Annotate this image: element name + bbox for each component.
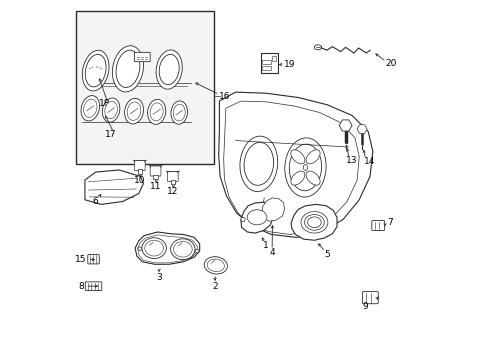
Ellipse shape	[102, 98, 120, 122]
Ellipse shape	[207, 259, 224, 272]
Ellipse shape	[240, 136, 277, 192]
Text: 1: 1	[263, 242, 268, 251]
Ellipse shape	[307, 217, 321, 228]
Ellipse shape	[138, 247, 142, 251]
Ellipse shape	[142, 238, 166, 258]
Text: 13: 13	[346, 156, 357, 165]
Bar	[260, 53, 277, 73]
Text: 8: 8	[78, 282, 83, 291]
Ellipse shape	[304, 215, 324, 230]
Ellipse shape	[289, 144, 321, 191]
FancyBboxPatch shape	[134, 52, 150, 62]
Text: 15: 15	[75, 255, 86, 264]
Ellipse shape	[124, 98, 143, 124]
Ellipse shape	[159, 54, 179, 85]
Polygon shape	[218, 92, 372, 237]
FancyBboxPatch shape	[85, 282, 102, 291]
Ellipse shape	[150, 103, 163, 121]
Bar	[153, 175, 158, 179]
Bar	[271, 56, 275, 60]
Ellipse shape	[305, 150, 320, 164]
FancyBboxPatch shape	[150, 166, 161, 176]
Text: 17: 17	[105, 130, 116, 139]
Ellipse shape	[116, 50, 140, 87]
FancyBboxPatch shape	[362, 292, 378, 304]
Ellipse shape	[156, 50, 182, 89]
Ellipse shape	[171, 101, 187, 124]
Bar	[262, 59, 271, 64]
Text: 12: 12	[167, 187, 178, 196]
Ellipse shape	[173, 104, 185, 121]
Bar	[170, 180, 175, 184]
Text: 7: 7	[386, 218, 392, 227]
Ellipse shape	[241, 217, 244, 222]
Bar	[262, 66, 271, 70]
Ellipse shape	[147, 99, 165, 124]
Polygon shape	[241, 202, 273, 233]
Text: 16: 16	[219, 92, 230, 101]
Polygon shape	[85, 170, 143, 204]
Polygon shape	[262, 198, 284, 221]
Ellipse shape	[244, 143, 273, 185]
Ellipse shape	[85, 54, 106, 87]
Ellipse shape	[81, 96, 100, 121]
Ellipse shape	[301, 212, 327, 233]
Ellipse shape	[305, 171, 320, 185]
Text: 4: 4	[269, 248, 275, 257]
Polygon shape	[135, 232, 199, 264]
FancyBboxPatch shape	[88, 255, 99, 264]
Ellipse shape	[170, 239, 195, 260]
Text: 2: 2	[212, 282, 218, 291]
Bar	[137, 169, 142, 174]
Ellipse shape	[284, 138, 325, 197]
Text: 3: 3	[156, 273, 162, 282]
Ellipse shape	[173, 241, 192, 257]
FancyBboxPatch shape	[371, 221, 384, 230]
Text: 9: 9	[362, 302, 368, 311]
Polygon shape	[290, 204, 336, 240]
Ellipse shape	[303, 165, 307, 170]
FancyBboxPatch shape	[167, 171, 178, 181]
Text: 5: 5	[324, 250, 329, 259]
Ellipse shape	[195, 249, 199, 253]
Text: 11: 11	[149, 181, 161, 190]
Ellipse shape	[104, 102, 117, 119]
Ellipse shape	[314, 45, 321, 50]
Ellipse shape	[144, 240, 163, 256]
Ellipse shape	[82, 50, 109, 91]
Text: 19: 19	[284, 60, 295, 69]
Ellipse shape	[247, 210, 266, 225]
Bar	[76, 12, 214, 164]
Text: 14: 14	[363, 157, 374, 166]
Ellipse shape	[290, 171, 305, 185]
Ellipse shape	[83, 99, 97, 117]
Ellipse shape	[204, 257, 227, 274]
Ellipse shape	[127, 102, 141, 120]
Text: 6: 6	[92, 197, 98, 206]
Text: 10: 10	[134, 176, 145, 185]
Ellipse shape	[112, 46, 143, 92]
FancyBboxPatch shape	[134, 161, 145, 171]
Text: 20: 20	[385, 59, 396, 68]
Text: 18: 18	[99, 99, 110, 108]
Ellipse shape	[290, 150, 305, 164]
